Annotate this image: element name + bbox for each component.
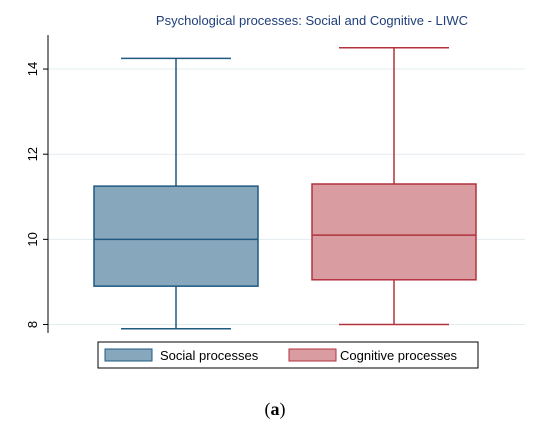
legend-box [97,341,479,369]
chart-title: Psychological processes: Social and Cogn… [156,13,468,28]
legend-label-1: Social processes [160,348,259,363]
iqr-box [93,185,259,287]
iqr-box [311,183,477,281]
caption-close: ) [280,399,286,420]
legend-swatch-1 [104,348,153,362]
caption-open: ( [265,399,271,420]
y-tick-label-14: 14 [25,62,40,76]
box-2 [311,47,477,326]
y-tick-label-12: 12 [25,147,40,161]
caption-letter: a [271,399,280,419]
legend-swatch-2 [288,348,337,362]
legend-label-2: Cognitive processes [340,348,458,363]
box-1 [93,57,259,330]
y-tick-label-10: 10 [25,232,40,246]
figure-caption: (a) [265,399,286,420]
y-tick-label-8: 8 [25,321,40,328]
plot-area: 8 10 12 14 [25,35,525,333]
legend: Social processes Cognitive processes [97,341,479,369]
